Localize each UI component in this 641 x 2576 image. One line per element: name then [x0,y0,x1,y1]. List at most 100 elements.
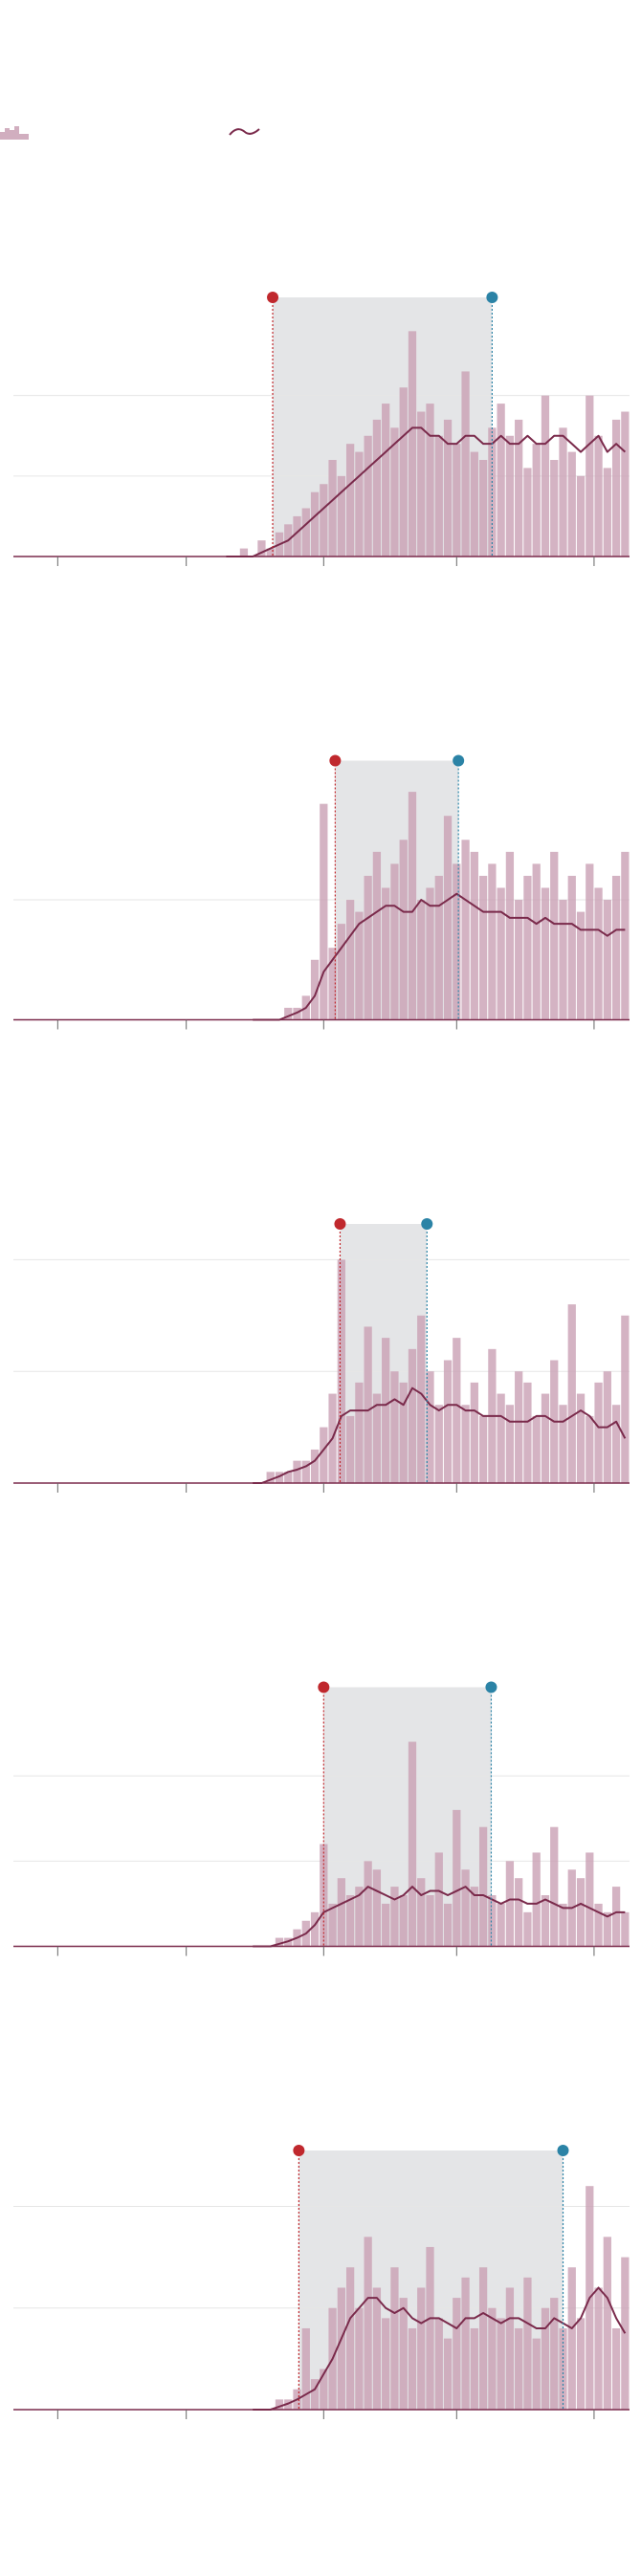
bar [382,404,390,557]
bar [470,851,478,1020]
highlight-end-marker [421,1218,433,1230]
bar [515,419,523,557]
bar [345,1895,355,1947]
bar [293,1460,301,1483]
bar [453,2298,461,2410]
bar [275,1472,284,1483]
legend-bar-icon [19,134,24,140]
bar [426,1371,434,1483]
bar [320,484,328,557]
bar [470,451,478,557]
bar [550,2298,559,2410]
bar [586,395,594,557]
bar [443,1360,453,1483]
bar [523,468,532,557]
bar [355,911,364,1020]
bar [355,1382,364,1483]
bar [478,1826,488,1947]
bar [408,792,417,1020]
bar [515,1878,523,1947]
bar [541,1393,550,1483]
bar [515,900,523,1020]
bar [505,435,515,557]
bar [320,2369,328,2410]
bar [337,1259,345,1483]
highlight-end-marker [557,2145,569,2156]
bar [417,1878,426,1947]
bar [603,468,611,557]
bar [505,1861,515,1947]
highlight-start-marker [329,754,342,767]
bar [505,2287,515,2410]
bar [320,803,328,1020]
bar [603,2237,611,2410]
bar [478,875,488,1020]
bar [594,2287,603,2410]
bar [461,840,470,1020]
bar [443,1903,453,1947]
bar [550,851,559,1020]
bar [310,1449,320,1483]
trend-line [253,1886,626,1948]
bar [293,1007,301,1020]
bar [382,1903,390,1947]
bar [417,1315,426,1483]
chart [13,292,630,566]
bar [266,1472,275,1483]
bar [621,411,630,557]
bar [515,2327,523,2410]
bar [426,887,434,1020]
bar [576,475,586,557]
bar [337,475,345,557]
legend-bar-icon [5,128,10,140]
bar [621,2257,630,2410]
bar [337,2287,345,2410]
bar [408,1348,417,1483]
bar [567,2267,576,2410]
bar [621,1911,630,1947]
bar [559,1903,567,1947]
bar [453,444,461,557]
bar [532,863,541,1020]
bar [567,875,576,1020]
bar [586,863,594,1020]
bar [470,2327,478,2410]
bar [541,2307,550,2410]
bar [505,1405,515,1483]
bar [275,1937,284,1947]
bar [532,1852,541,1947]
legend-line-icon [229,128,260,136]
bar [453,863,461,1020]
bar [257,540,266,557]
bar [320,1427,328,1483]
bar [461,1405,470,1483]
bar [594,887,603,1020]
bar [594,435,603,557]
bar [586,1415,594,1483]
bar [364,2237,372,2410]
bar [497,1903,505,1947]
bar [345,444,355,557]
bar [586,1852,594,1947]
legend-bar-icon [0,132,5,140]
bar [382,2318,390,2410]
bar [355,2307,364,2410]
bar [328,948,337,1020]
bar [390,427,399,557]
bar [453,1338,461,1483]
bar [275,2399,284,2410]
bar [355,1887,364,1947]
bar [497,404,505,557]
bar [390,1371,399,1483]
chart [13,754,630,1030]
bar [382,887,390,1020]
bar [443,816,453,1020]
bar [399,1382,408,1483]
bar [355,451,364,557]
bar [408,331,417,557]
bar [399,840,408,1020]
bar [310,1911,320,1947]
bar [345,1415,355,1483]
bar [453,1809,461,1947]
bar [488,2307,497,2410]
